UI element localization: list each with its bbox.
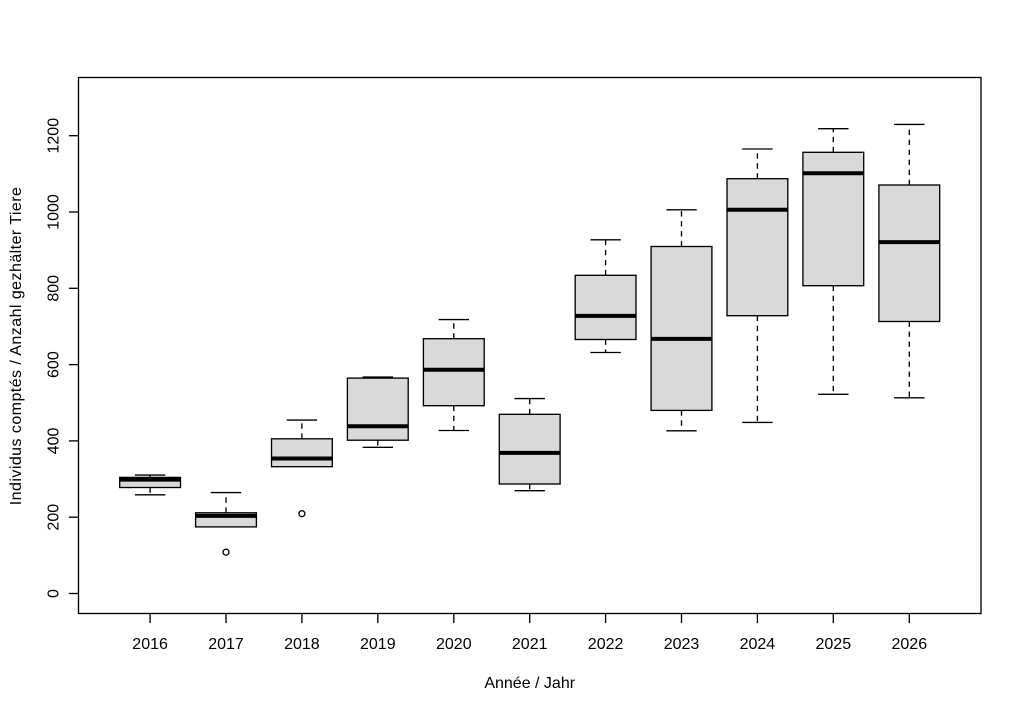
svg-text:2021: 2021 [512,636,548,653]
svg-text:2025: 2025 [816,636,852,653]
svg-text:2016: 2016 [132,636,168,653]
svg-text:1000: 1000 [45,194,62,230]
svg-text:600: 600 [45,351,62,378]
svg-text:2022: 2022 [588,636,624,653]
svg-text:1200: 1200 [45,118,62,154]
svg-text:2024: 2024 [740,636,776,653]
svg-text:2017: 2017 [208,636,244,653]
svg-text:2023: 2023 [664,636,700,653]
svg-text:0: 0 [45,589,62,598]
svg-text:Année / Jahr: Année / Jahr [484,675,575,692]
svg-text:2020: 2020 [436,636,472,653]
svg-text:200: 200 [45,504,62,531]
svg-text:2018: 2018 [284,636,320,653]
svg-text:800: 800 [45,275,62,302]
svg-text:2026: 2026 [892,636,928,653]
svg-text:2019: 2019 [360,636,396,653]
svg-text:400: 400 [45,427,62,454]
svg-text:Individus comptés / Anzahl gez: Individus comptés / Anzahl gezhälter Tie… [8,187,25,506]
